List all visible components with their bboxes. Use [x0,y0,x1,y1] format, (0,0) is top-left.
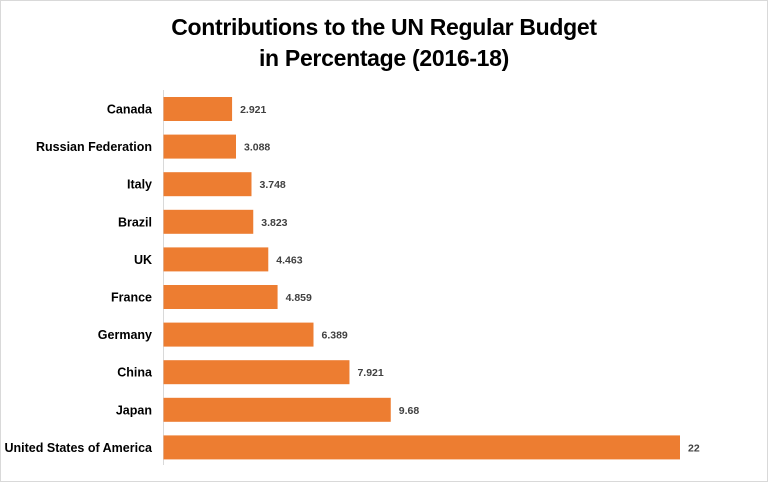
category-label: Canada [107,103,153,117]
bar [163,360,350,385]
bar [163,397,391,422]
category-label: United States of America [5,441,154,455]
category-label: Russian Federation [36,140,152,154]
category-label: Brazil [118,215,152,229]
bar [163,97,233,121]
category-label: UK [134,253,152,267]
category-label: China [117,366,153,380]
category-label: Japan [116,403,152,417]
category-label: Italy [127,178,152,192]
chart-title-line-2: in Percentage (2016-18) [258,45,510,71]
category-label: Germany [98,328,152,342]
data-label: 22 [688,442,700,454]
data-label: 3.088 [244,142,270,154]
bar [163,322,314,347]
bar [163,209,254,234]
data-label: 2.921 [240,104,266,116]
bar [163,435,680,460]
data-label: 4.463 [276,254,302,266]
data-label: 3.823 [261,217,287,229]
bar [163,172,252,197]
bar [163,285,278,309]
data-label: 9.68 [399,405,420,417]
chart-title-line-1: Contributions to the UN Regular Budget [171,14,597,40]
category-label: France [111,291,152,305]
bar [163,134,236,159]
data-label: 3.748 [259,179,285,191]
data-label: 6.389 [321,330,347,342]
data-label: 4.859 [286,292,312,304]
bar [163,247,269,272]
data-label: 7.921 [357,367,383,379]
